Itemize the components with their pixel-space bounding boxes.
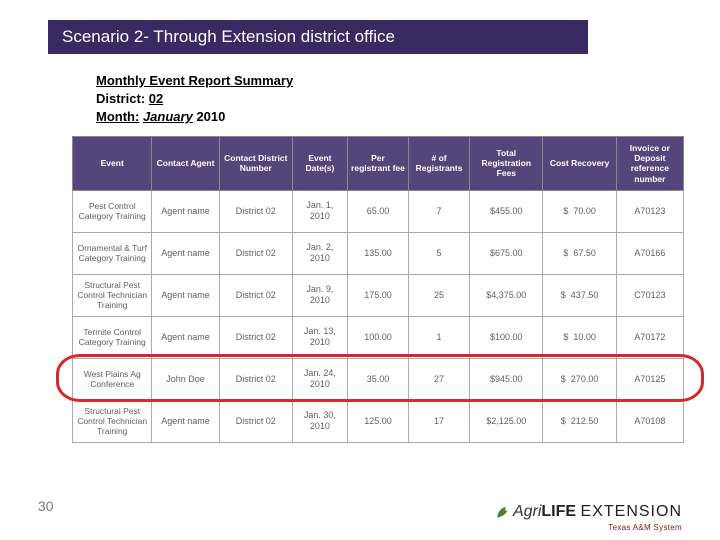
- th-event: Event: [73, 137, 152, 191]
- table-cell: District 02: [219, 358, 292, 400]
- th-cost: Cost Recovery: [543, 137, 616, 191]
- table-cell: Jan. 13, 2010: [292, 316, 347, 358]
- table-row: Structural Pest Control Technician Train…: [73, 400, 684, 442]
- table-cell: $ 212.50: [543, 400, 616, 442]
- th-district: Contact District Number: [219, 137, 292, 191]
- logo-main: AgriLIFE EXTENSION: [495, 503, 682, 521]
- table-row: Structural Pest Control Technician Train…: [73, 274, 684, 316]
- table-cell: Agent name: [152, 190, 219, 232]
- slide-banner: Scenario 2- Through Extension district o…: [48, 20, 588, 54]
- table-cell: 135.00: [347, 232, 408, 274]
- th-agent: Contact Agent: [152, 137, 219, 191]
- table-cell: $2,125.00: [470, 400, 543, 442]
- table-row: Ornamental & Turf Category TrainingAgent…: [73, 232, 684, 274]
- table-cell: District 02: [219, 190, 292, 232]
- table-cell: 25: [409, 274, 470, 316]
- table-cell: $4,375.00: [470, 274, 543, 316]
- table-cell: District 02: [219, 400, 292, 442]
- table-cell: 100.00: [347, 316, 408, 358]
- table-cell: District 02: [219, 274, 292, 316]
- table-cell: 35.00: [347, 358, 408, 400]
- table-row: Termite Control Category TrainingAgent n…: [73, 316, 684, 358]
- th-ref: Invoice or Deposit reference number: [616, 137, 683, 191]
- district-line: District: 02: [96, 90, 293, 108]
- logo-subtitle: Texas A&M System: [495, 523, 682, 532]
- table-cell: Jan. 30, 2010: [292, 400, 347, 442]
- month-value: January: [143, 109, 193, 124]
- logo-prefix: Agri: [513, 503, 541, 520]
- table-cell: 17: [409, 400, 470, 442]
- table-row: Pest Control Category TrainingAgent name…: [73, 190, 684, 232]
- table-cell: A70108: [616, 400, 683, 442]
- table-cell: $ 10.00: [543, 316, 616, 358]
- district-value: 02: [149, 91, 163, 106]
- table-cell: Jan. 1, 2010: [292, 190, 347, 232]
- table-cell: $ 437.50: [543, 274, 616, 316]
- table-cell: $ 70.00: [543, 190, 616, 232]
- month-line: Month: January 2010: [96, 108, 293, 126]
- report-table-wrap: Event Contact Agent Contact District Num…: [72, 136, 684, 443]
- table-cell: Structural Pest Control Technician Train…: [73, 400, 152, 442]
- table-cell: A70125: [616, 358, 683, 400]
- table-body: Pest Control Category TrainingAgent name…: [73, 190, 684, 442]
- table-cell: 7: [409, 190, 470, 232]
- table-cell: Structural Pest Control Technician Train…: [73, 274, 152, 316]
- table-cell: John Doe: [152, 358, 219, 400]
- district-label: District:: [96, 91, 145, 106]
- table-cell: 125.00: [347, 400, 408, 442]
- table-cell: 65.00: [347, 190, 408, 232]
- table-cell: $455.00: [470, 190, 543, 232]
- banner-title: Scenario 2- Through Extension district o…: [62, 27, 395, 47]
- th-total: Total Registration Fees: [470, 137, 543, 191]
- table-cell: Agent name: [152, 400, 219, 442]
- th-date: Event Date(s): [292, 137, 347, 191]
- table-cell: $ 270.00: [543, 358, 616, 400]
- table-cell: Jan. 24, 2010: [292, 358, 347, 400]
- table-cell: A70166: [616, 232, 683, 274]
- table-cell: District 02: [219, 316, 292, 358]
- agrilife-logo: AgriLIFE EXTENSION Texas A&M System: [495, 503, 682, 532]
- table-cell: Termite Control Category Training: [73, 316, 152, 358]
- table-cell: Jan. 2, 2010: [292, 232, 347, 274]
- month-label: Month:: [96, 109, 139, 124]
- table-cell: Pest Control Category Training: [73, 190, 152, 232]
- table-cell: C70123: [616, 274, 683, 316]
- table-cell: 175.00: [347, 274, 408, 316]
- table-cell: Agent name: [152, 316, 219, 358]
- table-cell: Agent name: [152, 232, 219, 274]
- table-cell: Ornamental & Turf Category Training: [73, 232, 152, 274]
- table-cell: 5: [409, 232, 470, 274]
- table-cell: 27: [409, 358, 470, 400]
- table-cell: $945.00: [470, 358, 543, 400]
- logo-suffix: EXTENSION: [581, 503, 682, 520]
- table-cell: A70123: [616, 190, 683, 232]
- table-cell: $100.00: [470, 316, 543, 358]
- table-cell: $675.00: [470, 232, 543, 274]
- page-number: 30: [38, 498, 54, 514]
- report-table: Event Contact Agent Contact District Num…: [72, 136, 684, 443]
- th-registrants: # of Registrants: [409, 137, 470, 191]
- th-fee: Per registrant fee: [347, 137, 408, 191]
- year-value: 2010: [196, 109, 225, 124]
- table-cell: 1: [409, 316, 470, 358]
- table-header-row: Event Contact Agent Contact District Num…: [73, 137, 684, 191]
- table-cell: District 02: [219, 232, 292, 274]
- table-cell: $ 67.50: [543, 232, 616, 274]
- table-cell: West Plains Ag Conference: [73, 358, 152, 400]
- table-cell: A70172: [616, 316, 683, 358]
- table-cell: Agent name: [152, 274, 219, 316]
- report-header: Monthly Event Report Summary District: 0…: [96, 72, 293, 127]
- leaf-icon: [495, 505, 513, 519]
- report-title: Monthly Event Report Summary: [96, 72, 293, 90]
- table-row: West Plains Ag ConferenceJohn DoeDistric…: [73, 358, 684, 400]
- logo-mid: LIFE: [541, 503, 576, 520]
- table-cell: Jan. 9, 2010: [292, 274, 347, 316]
